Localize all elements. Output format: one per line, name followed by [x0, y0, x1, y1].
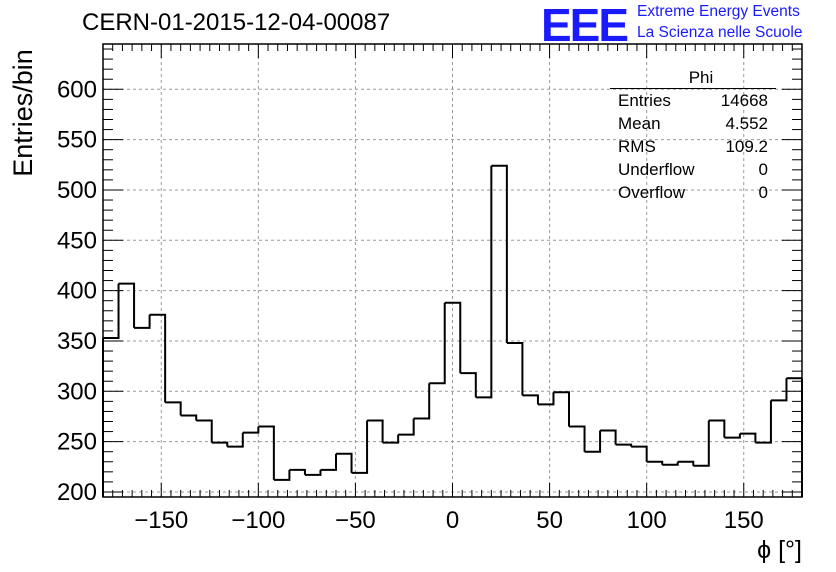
hist-bin: [258, 425, 275, 480]
chart-title: CERN-01-2015-12-04-00087: [82, 9, 391, 36]
x-tick-label: −50: [335, 507, 376, 534]
hist-bin: [600, 429, 617, 445]
stats-value: 4.552: [725, 114, 768, 133]
x-tick-label: 0: [446, 507, 459, 534]
hist-bin: [149, 313, 167, 403]
stats-row-rms: RMS 109.2: [610, 135, 776, 158]
stats-value: 0: [758, 160, 768, 179]
hist-bin: [475, 165, 493, 399]
stats-value: 14668: [720, 91, 768, 110]
x-tick-label: 100: [627, 507, 667, 534]
y-tick-label: 500: [57, 177, 97, 204]
hist-bin: [398, 418, 415, 436]
hist-bin: [553, 391, 570, 427]
x-tick-label: −150: [134, 507, 188, 534]
hist-bin: [211, 441, 229, 447]
hist-bin: [677, 460, 695, 466]
tick-labels: −150 −100 −50 0 50 100 150 200 250 300 350 400 450 50…: [57, 76, 764, 534]
y-tick-label: 200: [57, 479, 97, 506]
y-tick-label: 600: [57, 76, 97, 103]
hist-bin: [304, 469, 322, 476]
hist-bin: [460, 372, 477, 398]
hist-bin: [134, 314, 151, 329]
y-tick-label: 400: [57, 278, 97, 305]
hist-bin: [165, 401, 182, 416]
y-tick-label: 300: [57, 378, 97, 405]
hist-bin: [770, 378, 788, 402]
y-tick-label: 550: [57, 127, 97, 154]
stats-box: Phi Entries 14668 Mean 4.552 RMS 109.2 U…: [610, 68, 776, 204]
stats-value: 0: [758, 183, 768, 202]
hist-bin: [382, 434, 400, 444]
stats-value: 109.2: [725, 137, 768, 156]
stats-label: Underflow: [618, 160, 695, 179]
hist-bin: [429, 302, 446, 385]
x-tick-label: 150: [724, 507, 764, 534]
hist-bin: [646, 460, 664, 465]
hist-bin: [118, 282, 136, 328]
stats-label: Mean: [618, 114, 661, 133]
x-axis-label: ϕ [°]: [757, 536, 802, 564]
hist-bin: [367, 419, 384, 443]
hist-bin: [724, 433, 741, 439]
logo-line-2: La Scienza nelle Scuole: [637, 24, 803, 41]
y-axis-label: Entries/bin: [8, 49, 38, 177]
hist-bin: [196, 419, 213, 443]
hist-bin: [569, 425, 586, 452]
y-tick-label: 250: [57, 429, 97, 456]
hist-bin: [320, 453, 337, 471]
hist-bin: [413, 383, 431, 420]
hist-bin: [273, 469, 291, 481]
histogram-series: [102, 164, 803, 497]
hist-bin: [351, 420, 369, 474]
stats-row-overflow: Overflow 0: [610, 181, 776, 204]
stats-title: Phi: [610, 68, 776, 89]
hist-bin: [708, 419, 726, 438]
stats-row-entries: Entries 14668: [610, 89, 776, 112]
x-tick-label: −100: [231, 507, 285, 534]
hist-bin: [506, 341, 524, 396]
hist-bin: [755, 400, 772, 444]
hist-bin: [227, 432, 244, 448]
hist-bin: [242, 426, 260, 434]
hist-bin: [739, 432, 757, 443]
x-tick-label: 50: [536, 507, 563, 534]
stats-label: Entries: [618, 91, 671, 110]
hist-bin: [180, 414, 198, 421]
plot-frame: [102, 43, 803, 498]
hist-bin: [522, 394, 539, 405]
axis-ticks: [103, 44, 803, 497]
stats-label: RMS: [618, 137, 656, 156]
hist-bin: [584, 430, 602, 453]
hist-bin: [491, 164, 508, 343]
hist-bin: [336, 452, 353, 473]
y-tick-label: 450: [57, 227, 97, 254]
hist-bin: [631, 445, 648, 462]
hist-bin: [615, 443, 633, 447]
stats-label: Overflow: [618, 183, 686, 202]
hist-bin: [537, 392, 555, 406]
hist-bin: [662, 461, 679, 466]
stats-row-mean: Mean 4.552: [610, 112, 776, 135]
y-tick-label: 350: [57, 328, 97, 355]
hist-bin: [444, 301, 462, 374]
hist-bin: [103, 283, 120, 339]
hist-bin: [289, 468, 306, 475]
eee-logo: EEE: [541, 0, 629, 51]
logo-line-1: Extreme Energy Events: [637, 3, 800, 20]
stats-row-underflow: Underflow 0: [610, 158, 776, 181]
grid-lines: [103, 44, 802, 497]
hist-bin: [693, 420, 710, 467]
